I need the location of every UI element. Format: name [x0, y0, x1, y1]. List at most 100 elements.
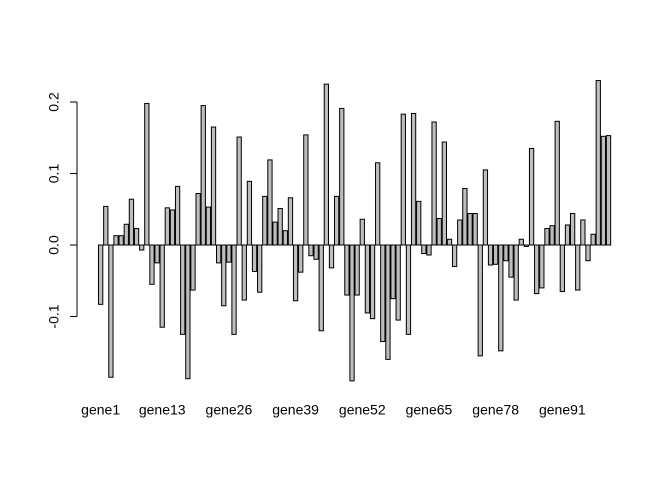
- bar: [354, 244, 360, 296]
- bar: [251, 244, 258, 272]
- bar: [446, 238, 453, 246]
- bar: [128, 198, 135, 246]
- bar: [103, 205, 109, 246]
- x-tick-label: gene91: [539, 402, 586, 418]
- bar: [359, 218, 365, 246]
- bar: [231, 244, 237, 335]
- bar: [154, 244, 160, 264]
- bar: [313, 244, 319, 260]
- bar: [462, 188, 468, 246]
- bar: [477, 244, 483, 357]
- bar: [549, 225, 555, 246]
- x-tick-label: gene39: [272, 402, 319, 418]
- bar: [118, 235, 124, 246]
- bar: [416, 200, 422, 246]
- bar: [267, 159, 273, 246]
- bar: [564, 224, 571, 246]
- bar: [246, 180, 253, 246]
- bar: [272, 221, 278, 246]
- x-tick-label: gene26: [206, 402, 253, 418]
- bar: [98, 244, 104, 305]
- bar: [226, 244, 232, 263]
- bar: [493, 244, 499, 265]
- bar: [149, 244, 155, 285]
- bar: [528, 147, 535, 246]
- bar: [108, 244, 114, 378]
- bar: [375, 162, 381, 246]
- bar: [503, 244, 509, 262]
- x-tick-label: gene13: [139, 402, 186, 418]
- bar: [195, 193, 201, 246]
- bar: [544, 228, 550, 246]
- bar: [113, 235, 119, 246]
- bar: [216, 244, 222, 264]
- bar: [190, 244, 196, 291]
- bar: [339, 107, 345, 246]
- bar: [421, 244, 427, 255]
- bar: [590, 233, 596, 246]
- bar: [318, 244, 324, 332]
- bar: [380, 244, 386, 343]
- bar: [426, 244, 432, 256]
- bar: [569, 213, 576, 246]
- bar: [385, 244, 391, 360]
- bar: [159, 244, 165, 328]
- x-tick-label: gene78: [472, 402, 519, 418]
- bar: [180, 244, 186, 335]
- bar: [292, 244, 299, 302]
- y-tick-label: 0.1: [46, 164, 62, 184]
- bar: [513, 244, 519, 301]
- bar: [364, 244, 371, 314]
- y-tick-label: -0.1: [46, 304, 62, 328]
- bar: [328, 244, 335, 269]
- bar: [405, 244, 412, 335]
- bar: [431, 121, 437, 246]
- bar: [436, 218, 442, 246]
- bar: [559, 244, 565, 292]
- bar: [323, 83, 330, 246]
- bar: [534, 244, 540, 295]
- bar: [139, 244, 145, 251]
- bar: [185, 244, 191, 380]
- bar: [498, 244, 504, 352]
- bar: [451, 244, 458, 267]
- bar: [487, 244, 494, 266]
- bar: [303, 134, 309, 246]
- bar: [600, 135, 607, 246]
- y-tick-label: 0.0: [46, 235, 62, 255]
- bar: [369, 244, 376, 320]
- bar: [539, 244, 545, 289]
- bar: [282, 230, 288, 246]
- bar: [308, 244, 314, 257]
- x-tick-label: gene52: [339, 402, 386, 418]
- bar: [580, 219, 586, 246]
- bar: [441, 141, 447, 246]
- bar: [221, 244, 227, 307]
- bar: [467, 213, 473, 246]
- bar: [410, 112, 417, 246]
- bar: [169, 209, 176, 246]
- bar: [472, 213, 478, 246]
- bar: [575, 244, 581, 291]
- bar: [287, 197, 294, 246]
- bar: [277, 208, 283, 246]
- bar: [457, 219, 463, 246]
- bar: [523, 244, 530, 247]
- bar: [595, 80, 601, 246]
- bar: [390, 244, 396, 300]
- bar: [241, 244, 247, 301]
- bar: [133, 228, 140, 246]
- bar: [144, 102, 150, 246]
- bar: [605, 135, 612, 246]
- bar: [200, 105, 206, 246]
- bar: [210, 126, 217, 246]
- bar: [518, 238, 524, 246]
- bar: [333, 195, 340, 246]
- bar: [395, 244, 401, 321]
- bar: [349, 244, 355, 382]
- bar: [236, 136, 242, 246]
- x-tick-label: gene65: [406, 402, 453, 418]
- y-tick-label: 0.2: [46, 92, 62, 112]
- bar: [123, 223, 129, 246]
